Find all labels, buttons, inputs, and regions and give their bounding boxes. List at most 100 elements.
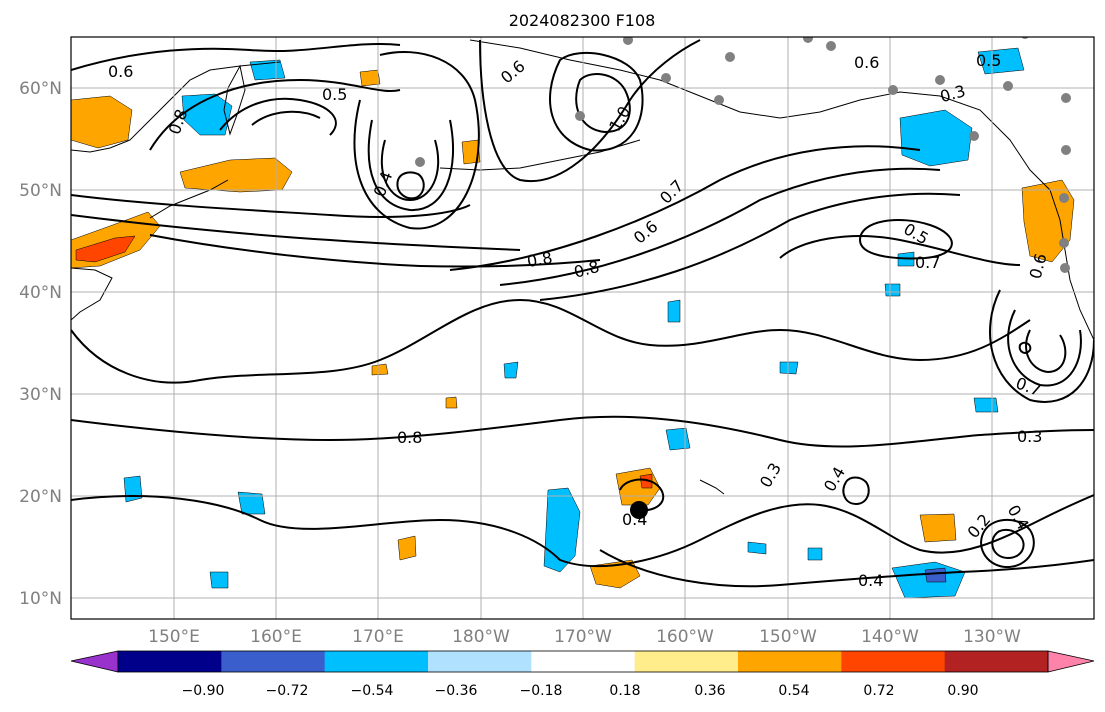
contour-line <box>599 549 1094 588</box>
contour-line <box>1018 341 1032 354</box>
lon-label: 150°W <box>759 627 817 647</box>
colorbar-tick-label: 0.90 <box>947 683 978 699</box>
negative-anomaly-region <box>543 487 581 573</box>
station-dot <box>714 95 724 105</box>
colorbar-segment <box>531 651 636 672</box>
contour-line <box>71 214 521 251</box>
station-dot <box>661 73 671 83</box>
contour-label: 0.6 <box>854 53 879 72</box>
colorbar-tick-label: 0.18 <box>609 683 640 699</box>
negative-anomaly-region <box>899 109 973 167</box>
colorbar-segments <box>118 651 1049 672</box>
strong-negative-anomaly-region <box>924 567 947 583</box>
contour-label: 0.4 <box>622 510 647 529</box>
colorbar-tick-label: 0.54 <box>778 683 809 699</box>
colorbar-segment <box>118 651 222 672</box>
colorbar-segment <box>738 651 842 672</box>
alaska-coastline <box>469 39 1051 191</box>
contour-line <box>619 478 665 512</box>
contour-line <box>539 192 961 301</box>
colorbar-segment <box>944 651 1049 672</box>
colorbar-segment <box>428 651 532 672</box>
colorbar-high-extension <box>1047 650 1095 673</box>
contour-line <box>980 518 1035 569</box>
station-dot <box>575 111 585 121</box>
station-dot <box>1060 263 1070 273</box>
station-dot <box>888 85 898 95</box>
colorbar-outline <box>117 650 1049 673</box>
positive-anomaly-region <box>359 69 381 87</box>
contour-label: 0.8 <box>525 248 553 271</box>
contour-label: 0.4 <box>858 571 883 590</box>
contour-line <box>991 528 1025 560</box>
graticule <box>71 37 1094 619</box>
negative-anomaly-region <box>181 93 233 136</box>
japan-coastline <box>71 267 113 321</box>
colorbar-ticks: −0.90 −0.72 −0.54 −0.36 −0.18 0.18 0.36 … <box>182 683 979 699</box>
lon-label: 170°E <box>352 627 404 647</box>
colorbar-segment <box>221 651 326 672</box>
negative-anomaly-region <box>884 283 901 297</box>
lat-label: 50°N <box>19 181 62 201</box>
lat-label: 60°N <box>19 79 62 99</box>
colorbar: −0.90 −0.72 −0.54 −0.36 −0.18 0.18 0.36 … <box>70 650 1095 699</box>
contour-label: 0.7 <box>915 253 940 272</box>
negative-anomaly-region <box>747 541 767 555</box>
negative-anomaly-region <box>977 47 1025 75</box>
contour-line <box>858 219 953 260</box>
colorbar-tick-label: −0.54 <box>351 683 394 699</box>
colorbar-segment <box>634 651 739 672</box>
asia-coastline <box>71 61 281 153</box>
positive-anomaly-region <box>71 95 133 149</box>
lon-label: 160°E <box>250 627 302 647</box>
colorbar-tick-label: −0.90 <box>182 683 225 699</box>
contour-line <box>396 171 425 200</box>
lat-label: 20°N <box>19 487 62 507</box>
positive-anomaly-region <box>371 363 389 376</box>
contour-label: 0.8 <box>397 428 422 447</box>
colorbar-tick-label: −0.36 <box>435 683 478 699</box>
positive-anomaly-region <box>461 139 481 165</box>
strong-positive-anomaly-region <box>75 235 136 263</box>
station-markers <box>415 37 1071 273</box>
negative-anomaly-region <box>503 361 519 379</box>
negative-anomaly-region <box>665 427 691 451</box>
lon-label: 150°E <box>148 627 200 647</box>
station-dot <box>415 157 425 167</box>
station-dot <box>1003 81 1013 91</box>
longitude-labels: 150°E 160°E 170°E 180°W 170°W 160°W 150°… <box>148 627 1021 647</box>
latitude-labels: 60°N 50°N 40°N 30°N 20°N 10°N <box>19 79 62 609</box>
colorbar-tick-label: −0.18 <box>520 683 563 699</box>
lon-label: 170°W <box>554 627 612 647</box>
colorbar-segment <box>324 651 429 672</box>
colorbar-segment <box>841 651 946 672</box>
contour-line <box>479 39 701 183</box>
contour-line <box>251 110 321 126</box>
contour-line <box>71 42 401 71</box>
contour-line <box>499 167 941 286</box>
contour-lines <box>71 39 1094 588</box>
contour-line <box>219 97 337 136</box>
lat-label: 40°N <box>19 283 62 303</box>
colorbar-tick-label: −0.72 <box>266 683 309 699</box>
contour-line <box>380 139 440 202</box>
contour-line <box>71 298 1031 384</box>
contour-line <box>1025 329 1067 374</box>
contour-line <box>149 78 401 151</box>
lon-label: 180°W <box>452 627 510 647</box>
lon-label: 160°W <box>656 627 714 647</box>
station-dot <box>623 37 633 45</box>
contour-line <box>989 289 1094 403</box>
map-panel: 0.6 0.8 0.5 0.4 0.8 0.6 1.0 0.6 0.5 0.7 … <box>70 36 1095 620</box>
contour-line <box>71 415 1094 448</box>
contour-line <box>549 52 644 152</box>
strong-positive-anomaly-region <box>639 473 653 489</box>
station-dot <box>725 52 735 62</box>
station-dot <box>826 41 836 51</box>
negative-anomaly-region <box>667 299 681 323</box>
station-dot <box>1061 93 1071 103</box>
lat-label: 30°N <box>19 385 62 405</box>
contour-line <box>1007 309 1082 387</box>
station-dot <box>1059 193 1069 203</box>
